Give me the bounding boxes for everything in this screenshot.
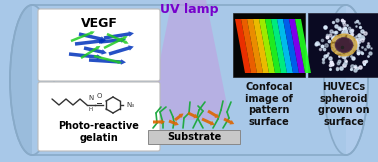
Bar xyxy=(308,13,378,77)
FancyArrow shape xyxy=(84,46,107,55)
Text: H: H xyxy=(89,107,93,112)
Text: Photo-reactive
gelatin: Photo-reactive gelatin xyxy=(59,121,139,143)
Text: O: O xyxy=(96,93,102,99)
FancyBboxPatch shape xyxy=(38,82,160,151)
Polygon shape xyxy=(235,19,251,73)
FancyArrow shape xyxy=(108,45,134,56)
FancyBboxPatch shape xyxy=(38,9,160,81)
Polygon shape xyxy=(265,19,281,73)
FancyArrow shape xyxy=(104,36,128,49)
Polygon shape xyxy=(148,0,230,120)
FancyArrow shape xyxy=(89,58,126,65)
Text: HUVECs
spheroid
grown on
surface: HUVECs spheroid grown on surface xyxy=(318,82,370,127)
FancyArrow shape xyxy=(187,112,198,118)
Bar xyxy=(233,13,305,77)
Polygon shape xyxy=(253,19,269,73)
FancyArrow shape xyxy=(107,33,129,44)
Ellipse shape xyxy=(324,5,368,155)
FancyArrow shape xyxy=(79,32,106,42)
FancyArrow shape xyxy=(75,38,106,46)
Polygon shape xyxy=(259,19,275,73)
FancyArrow shape xyxy=(104,31,134,40)
Bar xyxy=(148,130,240,144)
FancyArrow shape xyxy=(71,31,95,42)
FancyArrow shape xyxy=(223,118,234,125)
FancyArrow shape xyxy=(99,37,126,44)
Polygon shape xyxy=(241,19,257,73)
Ellipse shape xyxy=(10,5,54,155)
FancyArrow shape xyxy=(153,119,165,124)
Ellipse shape xyxy=(335,37,353,52)
Polygon shape xyxy=(271,19,287,73)
FancyArrow shape xyxy=(207,110,219,118)
Text: Confocal
image of
pattern
surface: Confocal image of pattern surface xyxy=(245,82,293,127)
Polygon shape xyxy=(295,19,311,73)
FancyArrow shape xyxy=(81,46,101,59)
Polygon shape xyxy=(277,19,293,73)
FancyArrow shape xyxy=(69,52,102,60)
Polygon shape xyxy=(283,19,299,73)
Text: N: N xyxy=(88,95,94,101)
Text: UV lamp: UV lamp xyxy=(160,3,218,16)
Bar xyxy=(30,6,348,154)
FancyArrow shape xyxy=(201,118,215,125)
Bar xyxy=(32,6,346,154)
Text: VEGF: VEGF xyxy=(81,17,118,30)
Polygon shape xyxy=(247,19,263,73)
Ellipse shape xyxy=(331,34,357,56)
Text: N₃: N₃ xyxy=(126,102,134,108)
FancyArrow shape xyxy=(94,55,122,64)
Text: Substrate: Substrate xyxy=(167,132,221,142)
FancyArrow shape xyxy=(169,120,179,126)
Polygon shape xyxy=(289,19,305,73)
FancyArrow shape xyxy=(174,114,183,121)
